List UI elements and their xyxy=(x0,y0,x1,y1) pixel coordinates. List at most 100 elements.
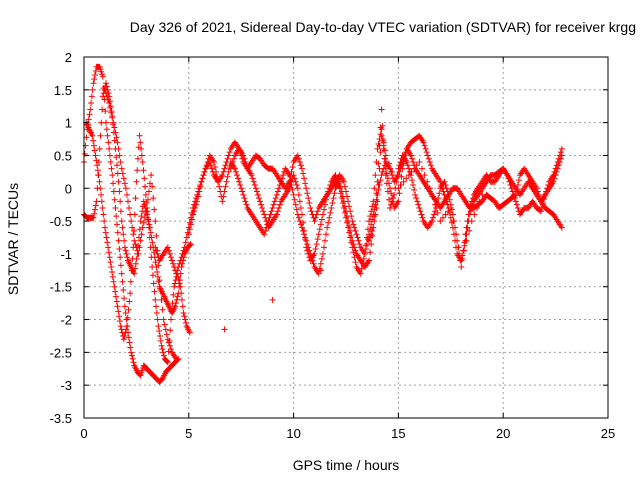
data-point-track-c xyxy=(167,316,174,323)
data-point-track-f xyxy=(261,211,268,218)
data-point-track-g xyxy=(460,247,467,254)
data-point-track-g xyxy=(125,198,132,205)
data-point-track-f xyxy=(256,195,263,202)
data-point-track-f xyxy=(396,190,403,197)
data-point-track-b xyxy=(99,106,106,113)
data-point-track-f xyxy=(513,201,520,208)
data-point-track-b xyxy=(172,303,179,310)
data-point-track-g xyxy=(374,198,381,205)
data-point-track-f xyxy=(274,208,281,215)
data-point-track-f xyxy=(554,159,561,166)
data-point-track-g xyxy=(450,218,457,225)
data-point-track-f xyxy=(276,201,283,208)
data-point-track-e xyxy=(419,214,426,221)
data-point-track-g xyxy=(145,188,152,195)
y-tick-label: -0.5 xyxy=(50,214,72,229)
data-point-track-c xyxy=(146,234,153,241)
data-point-track-e xyxy=(367,249,374,256)
data-points xyxy=(81,63,565,385)
data-point-track-c xyxy=(116,318,123,325)
data-point-track-e xyxy=(327,209,334,216)
data-point-track-g xyxy=(370,224,377,231)
grid-lines xyxy=(84,57,608,418)
data-point-track-g xyxy=(434,209,441,216)
data-point-track-g xyxy=(137,237,144,244)
data-point-track-b xyxy=(91,210,98,217)
data-point-track-g xyxy=(166,342,173,349)
data-point-track-f xyxy=(336,185,343,192)
data-point-track-f xyxy=(542,191,549,198)
data-point-track-c xyxy=(149,264,156,271)
data-point-track-e xyxy=(292,201,299,208)
data-point-track-f xyxy=(292,178,299,185)
data-point-track-c xyxy=(137,139,144,146)
data-point-track-c xyxy=(138,152,145,159)
data-point-track-e xyxy=(366,257,373,264)
data-point-track-e xyxy=(185,231,192,238)
data-point-track-e xyxy=(403,159,410,166)
data-point-track-f xyxy=(514,204,521,211)
data-point-track-c xyxy=(105,249,112,256)
data-point-track-d xyxy=(352,227,359,234)
data-point-track-e xyxy=(201,168,208,175)
data-point-track-c xyxy=(134,155,141,162)
data-point-track-f xyxy=(317,221,324,228)
data-point-track-f xyxy=(401,155,408,162)
data-point-track-a xyxy=(122,309,129,316)
data-point-track-e xyxy=(215,178,222,185)
data-point-track-f xyxy=(506,178,513,185)
data-point-track-f xyxy=(551,168,558,175)
data-point-track-g xyxy=(109,114,116,121)
data-point-track-f xyxy=(508,185,515,192)
data-point-track-a xyxy=(118,270,125,277)
data-point-track-d xyxy=(178,254,185,261)
data-point-track-c xyxy=(134,167,141,174)
data-point-track-f xyxy=(367,213,374,220)
data-point-track-g xyxy=(131,237,138,244)
data-point-track-f xyxy=(556,152,563,159)
data-point-track-f xyxy=(512,198,519,205)
data-point-track-b xyxy=(103,80,110,87)
data-point-track-e xyxy=(272,195,279,202)
data-point-track-b xyxy=(90,214,97,221)
data-point-track-a xyxy=(102,108,109,115)
data-point-track-g xyxy=(108,109,115,116)
data-point-track-c xyxy=(124,314,131,321)
data-point-track-e xyxy=(203,162,210,169)
data-point-track-g xyxy=(121,180,128,187)
data-point-track-f xyxy=(259,204,266,211)
data-point-track-g xyxy=(161,321,168,328)
data-point-track-b xyxy=(93,198,100,205)
data-point-track-g xyxy=(117,159,124,166)
data-point-track-f xyxy=(507,181,514,188)
data-point-track-c xyxy=(158,342,165,349)
data-point-track-e xyxy=(411,186,418,193)
data-point-track-a xyxy=(110,188,117,195)
data-point-track-f xyxy=(339,200,346,207)
data-point-track-c xyxy=(178,296,185,303)
data-point-track-g xyxy=(375,181,382,188)
data-point-track-b xyxy=(122,247,129,254)
data-point-track-e xyxy=(191,208,198,215)
data-point-track-g xyxy=(173,355,180,362)
data-point-track-e xyxy=(295,214,302,221)
data-point-track-c xyxy=(168,308,175,315)
data-point-track-g xyxy=(155,262,162,269)
x-tick-label: 20 xyxy=(496,426,510,441)
data-point-track-e xyxy=(449,211,456,218)
data-point-track-e xyxy=(326,214,333,221)
data-point-track-e xyxy=(242,198,249,205)
data-point-track-e xyxy=(446,196,453,203)
data-point-track-f xyxy=(368,208,375,215)
data-point-track-g xyxy=(119,170,126,177)
data-point-track-b xyxy=(119,224,126,231)
data-point-track-d xyxy=(354,234,361,241)
data-point-track-g xyxy=(150,195,157,202)
data-point-track-f xyxy=(313,241,320,248)
data-point-track-f xyxy=(420,139,427,146)
data-point-track-f xyxy=(438,181,445,188)
data-point-track-a xyxy=(121,303,128,310)
data-point-track-e xyxy=(405,165,412,172)
data-point-track-d xyxy=(312,214,319,221)
data-point-track-e xyxy=(330,195,337,202)
